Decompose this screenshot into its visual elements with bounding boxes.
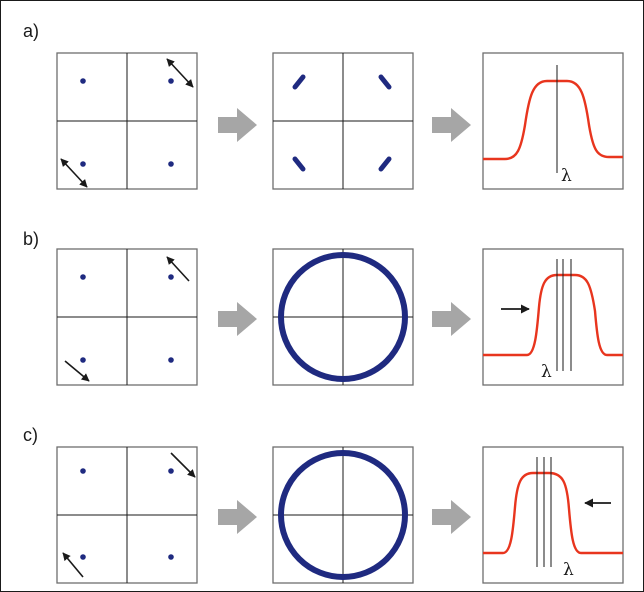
constellation-dot	[80, 357, 86, 363]
constellation-dot	[168, 78, 174, 84]
process-arrow	[432, 500, 471, 534]
process-arrow	[218, 500, 257, 534]
arrow	[170, 452, 196, 478]
arrow	[64, 360, 90, 382]
constellation-dot	[168, 274, 174, 280]
row-b-panel-circle	[272, 248, 414, 386]
spectrum-curve	[483, 79, 623, 161]
row-c: λ	[56, 446, 624, 584]
double-arrow	[60, 158, 88, 188]
spectrum-curve	[483, 471, 623, 555]
lambda-label: λ	[561, 166, 572, 186]
diagram-element	[482, 248, 624, 386]
row-b: λ	[56, 248, 624, 386]
process-arrow	[432, 302, 471, 336]
constellation-dot	[80, 274, 86, 280]
row-a-panel-dots	[56, 52, 198, 190]
spread-symbol	[292, 156, 306, 172]
process-arrow	[218, 108, 257, 142]
phase-ring	[278, 450, 408, 580]
row-label-b: b)	[23, 229, 40, 249]
row-b-panel-spectrum: λ	[482, 248, 624, 386]
constellation-dot	[168, 357, 174, 363]
process-arrow	[218, 302, 257, 336]
arrow	[62, 552, 84, 578]
row-label-c: c)	[23, 425, 38, 445]
arrow	[166, 256, 190, 282]
spread-symbol	[378, 74, 392, 90]
spectrum-curve	[483, 273, 623, 357]
double-arrow	[166, 58, 194, 88]
row-a: λ	[56, 52, 624, 190]
row-a-panel-spectrum: λ	[482, 52, 624, 190]
spread-symbol	[378, 156, 392, 172]
constellation-dot	[80, 161, 86, 167]
phase-ring	[278, 252, 408, 382]
process-arrow	[432, 108, 471, 142]
row-c-panel-dots	[56, 446, 198, 584]
lambda-label: λ	[541, 362, 552, 382]
constellation-dot	[80, 554, 86, 560]
row-c-panel-spectrum: λ	[482, 446, 624, 584]
row-b-panel-dots	[56, 248, 198, 386]
diagram-element	[482, 446, 624, 584]
lambda-label: λ	[563, 560, 574, 580]
constellation-dot	[168, 161, 174, 167]
constellation-dot	[168, 554, 174, 560]
row-c-panel-circle	[272, 446, 414, 584]
spread-symbol	[292, 74, 306, 90]
row-a-panel-dashes	[272, 52, 414, 190]
constellation-dot	[168, 468, 174, 474]
diagram-element	[482, 52, 624, 190]
constellation-dot	[80, 78, 86, 84]
row-label-a: a)	[23, 21, 40, 41]
constellation-dot	[80, 468, 86, 474]
